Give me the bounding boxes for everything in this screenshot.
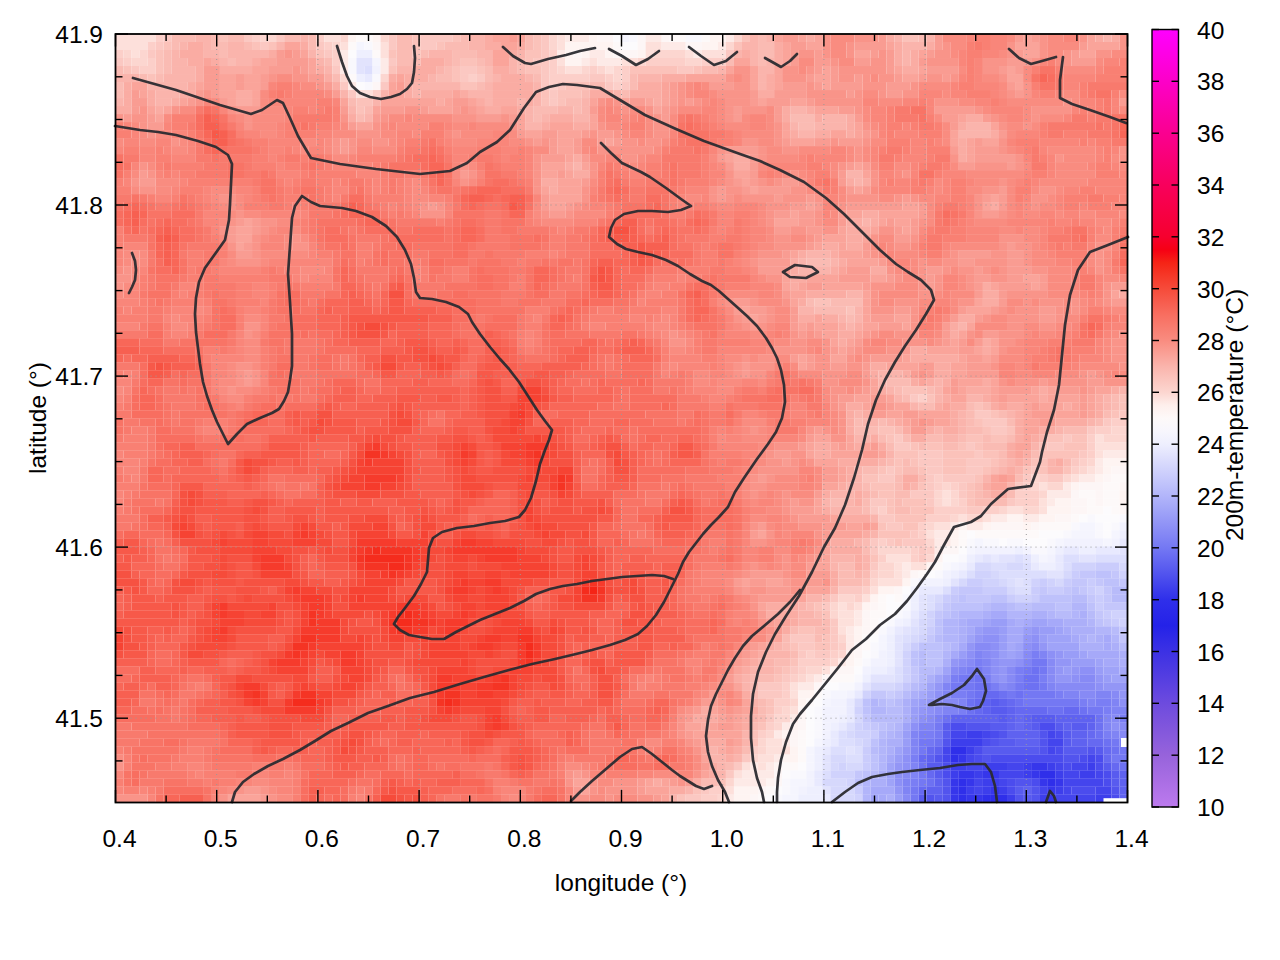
- svg-text:36: 36: [1197, 120, 1224, 147]
- svg-text:38: 38: [1197, 68, 1224, 95]
- svg-text:10: 10: [1197, 794, 1224, 821]
- svg-text:0.7: 0.7: [406, 825, 440, 852]
- svg-text:1.1: 1.1: [811, 825, 845, 852]
- svg-text:41.9: 41.9: [55, 21, 103, 48]
- svg-text:1.3: 1.3: [1013, 825, 1047, 852]
- svg-text:1.2: 1.2: [912, 825, 946, 852]
- svg-text:16: 16: [1197, 639, 1224, 666]
- svg-text:0.6: 0.6: [305, 825, 339, 852]
- svg-text:18: 18: [1197, 587, 1224, 614]
- svg-text:longitude (°): longitude (°): [555, 869, 687, 896]
- svg-text:1.4: 1.4: [1114, 825, 1148, 852]
- svg-text:0.4: 0.4: [102, 825, 136, 852]
- svg-text:41.7: 41.7: [55, 363, 103, 390]
- svg-text:0.5: 0.5: [204, 825, 238, 852]
- svg-text:0.9: 0.9: [608, 825, 642, 852]
- svg-text:41.6: 41.6: [55, 534, 103, 561]
- svg-text:40: 40: [1197, 17, 1224, 44]
- svg-text:41.8: 41.8: [55, 192, 103, 219]
- svg-text:14: 14: [1197, 690, 1224, 717]
- svg-text:34: 34: [1197, 172, 1224, 199]
- svg-text:41.5: 41.5: [55, 705, 103, 732]
- svg-text:0.8: 0.8: [507, 825, 541, 852]
- svg-text:latitude (°): latitude (°): [24, 362, 51, 474]
- svg-text:200m-temperature (°C): 200m-temperature (°C): [1221, 289, 1248, 541]
- svg-text:1.0: 1.0: [710, 825, 744, 852]
- svg-text:32: 32: [1197, 224, 1224, 251]
- svg-text:12: 12: [1197, 742, 1224, 769]
